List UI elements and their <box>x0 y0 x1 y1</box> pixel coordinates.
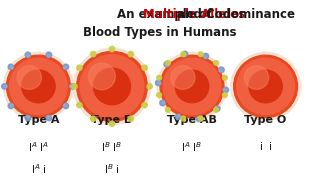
Ellipse shape <box>64 104 66 106</box>
Ellipse shape <box>196 116 202 122</box>
Ellipse shape <box>4 52 73 121</box>
Text: $\mathrm{I}^{B}\ \mathrm{I}^{B}$: $\mathrm{I}^{B}\ \mathrm{I}^{B}$ <box>101 140 123 154</box>
Ellipse shape <box>91 116 96 121</box>
Ellipse shape <box>165 60 170 65</box>
Ellipse shape <box>177 114 180 117</box>
Ellipse shape <box>181 116 186 121</box>
Ellipse shape <box>157 93 162 97</box>
Ellipse shape <box>80 55 144 118</box>
Ellipse shape <box>164 61 169 67</box>
Ellipse shape <box>156 80 161 86</box>
Ellipse shape <box>8 103 13 109</box>
Ellipse shape <box>93 68 131 105</box>
Ellipse shape <box>77 51 147 121</box>
Ellipse shape <box>219 69 222 71</box>
Ellipse shape <box>147 84 152 89</box>
Ellipse shape <box>165 107 170 112</box>
Ellipse shape <box>162 101 165 104</box>
Text: $\mathrm{I}^{A}\ \mathrm{I}^{B}$: $\mathrm{I}^{A}\ \mathrm{I}^{B}$ <box>181 140 203 154</box>
Ellipse shape <box>198 116 203 121</box>
Ellipse shape <box>142 65 147 70</box>
Ellipse shape <box>163 58 221 115</box>
Ellipse shape <box>198 117 200 119</box>
Ellipse shape <box>47 55 50 57</box>
Ellipse shape <box>160 55 224 118</box>
Ellipse shape <box>142 102 147 108</box>
Ellipse shape <box>63 64 69 69</box>
Ellipse shape <box>11 104 13 106</box>
Ellipse shape <box>46 52 52 57</box>
Ellipse shape <box>70 84 75 89</box>
Ellipse shape <box>128 116 133 121</box>
Ellipse shape <box>73 48 151 125</box>
Ellipse shape <box>171 66 195 89</box>
Ellipse shape <box>27 116 29 118</box>
Ellipse shape <box>223 89 226 91</box>
Ellipse shape <box>157 52 227 121</box>
Ellipse shape <box>182 51 188 57</box>
Ellipse shape <box>6 55 70 118</box>
Ellipse shape <box>10 58 67 115</box>
Ellipse shape <box>27 55 29 57</box>
Ellipse shape <box>175 70 209 103</box>
Ellipse shape <box>128 51 133 57</box>
Text: Type A: Type A <box>18 115 59 125</box>
Ellipse shape <box>215 106 220 111</box>
Ellipse shape <box>215 107 218 109</box>
Ellipse shape <box>2 84 7 89</box>
Ellipse shape <box>109 46 115 52</box>
Ellipse shape <box>219 67 224 72</box>
Ellipse shape <box>70 85 72 88</box>
Ellipse shape <box>203 53 209 59</box>
Ellipse shape <box>237 58 294 115</box>
Ellipse shape <box>109 121 115 126</box>
Text: Multiple Alleles: Multiple Alleles <box>143 8 245 21</box>
Ellipse shape <box>91 51 96 57</box>
Ellipse shape <box>25 52 31 57</box>
Ellipse shape <box>214 107 219 112</box>
Text: $\mathrm{I}^{B}\ \mathrm{i}$: $\mathrm{I}^{B}\ \mathrm{i}$ <box>104 162 120 176</box>
Ellipse shape <box>72 84 77 89</box>
Ellipse shape <box>77 65 82 70</box>
Ellipse shape <box>63 103 69 109</box>
Ellipse shape <box>204 56 207 58</box>
Text: $\mathrm{I}^{A}\ \mathrm{i}$: $\mathrm{I}^{A}\ \mathrm{i}$ <box>30 162 46 176</box>
Ellipse shape <box>46 115 52 121</box>
Ellipse shape <box>181 52 186 57</box>
Ellipse shape <box>88 63 116 90</box>
Text: Type AB: Type AB <box>167 115 217 125</box>
Ellipse shape <box>160 100 165 106</box>
Ellipse shape <box>157 75 162 80</box>
Ellipse shape <box>17 66 42 89</box>
Ellipse shape <box>158 82 161 84</box>
Ellipse shape <box>64 66 66 69</box>
Text: and Codominance: and Codominance <box>173 8 295 21</box>
Ellipse shape <box>22 70 55 103</box>
Ellipse shape <box>175 114 181 120</box>
Ellipse shape <box>77 102 82 108</box>
Text: $\mathrm{i}\ \ \mathrm{i}$: $\mathrm{i}\ \ \mathrm{i}$ <box>259 140 272 152</box>
Ellipse shape <box>198 52 203 57</box>
Ellipse shape <box>222 75 227 80</box>
Ellipse shape <box>166 64 169 66</box>
Ellipse shape <box>214 60 219 65</box>
Text: Blood Types in Humans: Blood Types in Humans <box>83 26 237 39</box>
Ellipse shape <box>8 64 13 69</box>
Ellipse shape <box>47 116 50 118</box>
Ellipse shape <box>223 87 228 93</box>
Ellipse shape <box>231 52 300 121</box>
Ellipse shape <box>25 115 31 121</box>
Ellipse shape <box>234 55 298 118</box>
Ellipse shape <box>222 93 227 97</box>
Ellipse shape <box>4 85 7 88</box>
Text: $\mathrm{I}^{A}\ \mathrm{I}^{A}$: $\mathrm{I}^{A}\ \mathrm{I}^{A}$ <box>28 140 49 154</box>
Ellipse shape <box>249 70 282 103</box>
Ellipse shape <box>184 54 186 56</box>
Text: Type O: Type O <box>244 115 287 125</box>
Text: An example of: An example of <box>117 8 217 21</box>
Ellipse shape <box>244 66 269 89</box>
Text: Type B: Type B <box>92 115 132 125</box>
Ellipse shape <box>11 66 13 69</box>
